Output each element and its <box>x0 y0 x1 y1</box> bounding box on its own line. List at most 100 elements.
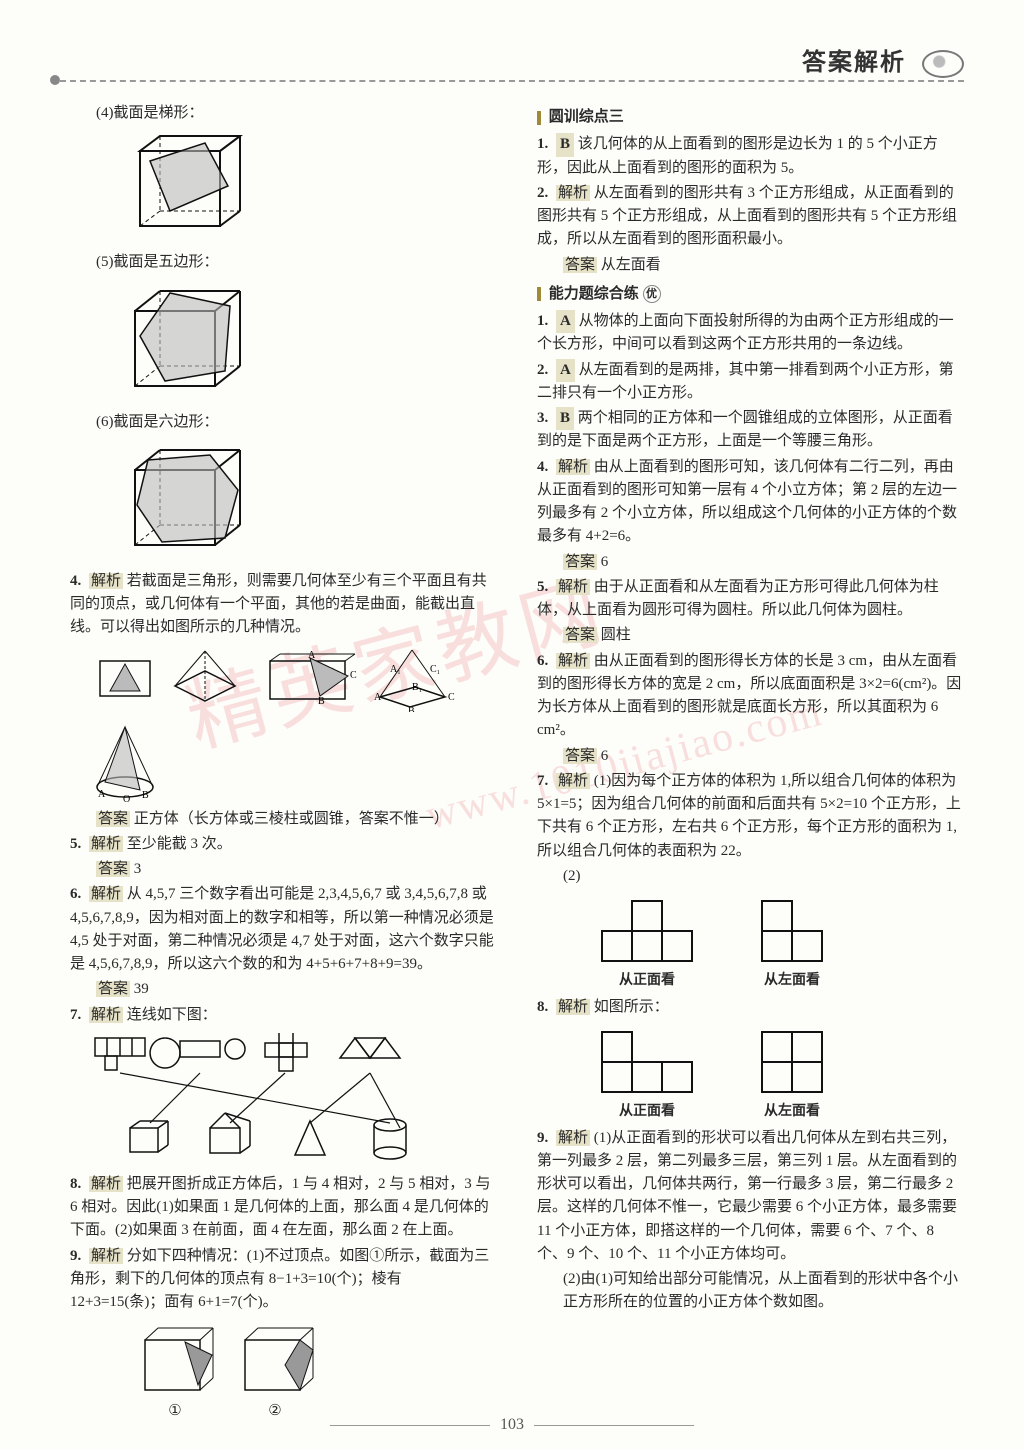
q8-tag: 解析 <box>89 1176 123 1192</box>
q7-tag: 解析 <box>89 1007 123 1023</box>
s8-views: 从正面看 从左面看 <box>597 1027 964 1123</box>
svg-text:A: A <box>308 650 316 661</box>
s4-tag: 解析 <box>556 459 590 475</box>
s6-tag: 解析 <box>556 653 590 669</box>
title-text: 答案解析 <box>802 50 906 76</box>
q4-answer-line: 答案 正方体（长方体或三棱柱或圆锥，答案不惟一） <box>70 808 497 831</box>
s6-ans-tag: 答案 <box>563 748 597 764</box>
q5-tag: 解析 <box>89 836 123 852</box>
q6-line: 6. 解析 从 4,5,7 三个数字看出可能是 2,3,4,5,6,7 或 3,… <box>70 883 497 976</box>
q9-fig1: ① <box>130 1320 220 1423</box>
svg-text:B: B <box>142 790 149 801</box>
s7-front-label: 从正面看 <box>597 970 697 992</box>
s9-line: 9. 解析 (1)从正面看到的形状可以看出几何体从左到右共三列，第一列最多 2 … <box>537 1127 964 1267</box>
s4-label: 4. <box>537 459 548 475</box>
r2-answer: 答案 从左面看 <box>537 254 964 277</box>
q7-text: 连线如下图： <box>127 1007 217 1023</box>
s8-front-label: 从正面看 <box>597 1101 697 1123</box>
s9-text2: (2)由(1)可知给出部分可能情况，从上面看到的形状中各个小正方形所在的位置的小… <box>537 1268 964 1315</box>
q6-answer: 答案 39 <box>70 978 497 1001</box>
section2-mark-icon <box>537 287 541 301</box>
s5-answer: 答案 圆柱 <box>537 624 964 647</box>
svg-text:C: C <box>448 692 455 703</box>
s6-ans-val: 6 <box>601 748 609 764</box>
s7-left-label: 从左面看 <box>757 970 827 992</box>
r1-label: 1. <box>537 136 548 152</box>
caption-5: (5)截面是五边形： <box>70 251 497 274</box>
svg-text:B: B <box>318 696 325 706</box>
q9-figures: ① ② <box>130 1320 497 1423</box>
q4-tag: 解析 <box>89 573 123 589</box>
figure-hexagon-cube <box>110 440 497 560</box>
s9-label: 9. <box>537 1130 548 1146</box>
q5-ans-val: 3 <box>134 861 142 877</box>
figure-trapezoid-cube <box>110 131 497 241</box>
svg-text:O: O <box>123 794 130 802</box>
s4-answer: 答案 6 <box>537 551 964 574</box>
s4-ans-val: 6 <box>601 554 609 570</box>
s5-tag: 解析 <box>556 579 590 595</box>
header-ornament-icon <box>922 50 964 78</box>
section1-header: 圆训综点三 <box>537 106 964 129</box>
q4-text: 若截面是三角形，则需要几何体至少有三个平面且有共同的顶点，或几何体有一个平面，其… <box>70 573 487 636</box>
q7-matching-figure <box>90 1033 497 1163</box>
s7-front-view: 从正面看 <box>597 896 697 992</box>
s8-left-label: 从左面看 <box>757 1101 827 1123</box>
s6-label: 6. <box>537 653 548 669</box>
q9-label: 9. <box>70 1248 81 1264</box>
s2-text: 从左面看到的是两排，其中第一排看到两个小正方形，第二排只有一个小正方形。 <box>537 362 954 401</box>
q5-text: 至少能截 3 次。 <box>127 836 232 852</box>
s7-views: 从正面看 从左面看 <box>597 896 964 992</box>
footer-line-right <box>534 1425 694 1426</box>
r1-badge: B <box>556 133 574 156</box>
right-column: 圆训综点三 1. B 该几何体的从上面看到的图形是边长为 1 的 5 个小正方形… <box>537 100 964 1389</box>
q9-line: 9. 解析 分如下四种情况：(1)不过顶点。如图①所示，截面为三角形，剩下的几何… <box>70 1245 497 1315</box>
svg-text:B₁: B₁ <box>412 682 422 693</box>
q6-label: 6. <box>70 886 81 902</box>
q5-label: 5. <box>70 836 81 852</box>
q4-figures: ACB AB CA₁ C₁B₁ AOB <box>90 646 497 802</box>
s4-line: 4. 解析 由从上面看到的图形可知，该几何体有二行二列，再由从正面看到的图形可知… <box>537 456 964 549</box>
q8-line: 8. 解析 把展开图折成正方体后，1 与 4 相对，2 与 5 相对，3 与 6… <box>70 1173 497 1243</box>
s4-text: 由从上面看到的图形可知，该几何体有二行二列，再由从正面看到的图形可知第一层有 4… <box>537 459 957 545</box>
r2-label: 2. <box>537 185 548 201</box>
svg-text:A₁: A₁ <box>390 664 401 675</box>
s8-front-view: 从正面看 <box>597 1027 697 1123</box>
q4-ans-tag: 答案 <box>96 811 130 827</box>
r1-text: 该几何体的从上面看到的图形是边长为 1 的 5 个小正方形，因此从上面看到的图形… <box>537 136 938 175</box>
q8-text: 把展开图折成正方体后，1 与 4 相对，2 与 5 相对，3 与 6 相对。因此… <box>70 1176 491 1239</box>
s8-label: 8. <box>537 999 548 1015</box>
s3-line: 3. B 两个相同的正方体和一个圆锥组成的立体图形，从正面看到的是下面是两个正方… <box>537 407 964 454</box>
section2-title: 能力题综合练 <box>549 286 639 302</box>
page-number: 103 <box>500 1416 524 1433</box>
q4-line: 4. 解析 若截面是三角形，则需要几何体至少有三个平面且有共同的顶点，或几何体有… <box>70 570 497 640</box>
r2-line: 2. 解析 从左面看到的图形共有 3 个正方形组成，从正面看到的图形共有 5 个… <box>537 182 964 252</box>
s2-line: 2. A 从左面看到的是两排，其中第一排看到两个小正方形，第二排只有一个小正方形… <box>537 359 964 406</box>
caption-4: (4)截面是梯形： <box>70 102 497 125</box>
q9-text: 分如下四种情况：(1)不过顶点。如图①所示，截面为三角形，剩下的几何体的顶点有 … <box>70 1248 489 1311</box>
s5-line: 5. 解析 由于从正面看和从左面看为正方形可得此几何体为柱体，从上面看为圆形可得… <box>537 576 964 623</box>
q9-fig2: ② <box>230 1320 320 1423</box>
q7-label: 7. <box>70 1007 81 1023</box>
s6-text: 由从正面看到的图形得长方体的长是 3 cm，由从左面看到的图形得长方体的宽是 2… <box>537 653 961 739</box>
section2-circle-icon: 优 <box>643 285 661 303</box>
left-column: (4)截面是梯形： (5)截面是五边形： <box>70 100 497 1389</box>
section-mark-icon <box>537 111 541 125</box>
q6-ans-tag: 答案 <box>96 981 130 997</box>
q7-line: 7. 解析 连线如下图： <box>70 1004 497 1027</box>
s4-ans-tag: 答案 <box>563 554 597 570</box>
s5-ans-tag: 答案 <box>563 627 597 643</box>
s1-badge: A <box>556 310 575 333</box>
s8-line: 8. 解析 如图所示： <box>537 996 964 1019</box>
q8-label: 8. <box>70 1176 81 1192</box>
footer-line-left <box>330 1425 490 1426</box>
r2-tag: 解析 <box>556 185 590 201</box>
q6-tag: 解析 <box>89 886 123 902</box>
q9-tag: 解析 <box>89 1248 123 1264</box>
s1-label: 1. <box>537 313 548 329</box>
r2-text: 从左面看到的图形共有 3 个正方形组成，从正面看到的图形共有 5 个正方形组成，… <box>537 185 957 248</box>
svg-text:C₁: C₁ <box>430 664 440 675</box>
s8-text: 如图所示： <box>594 999 669 1015</box>
s7-label: 7. <box>537 773 548 789</box>
s7-line: 7. 解析 (1)因为每个正方体的体积为 1,所以组合几何体的体积为 5×1=5… <box>537 770 964 863</box>
